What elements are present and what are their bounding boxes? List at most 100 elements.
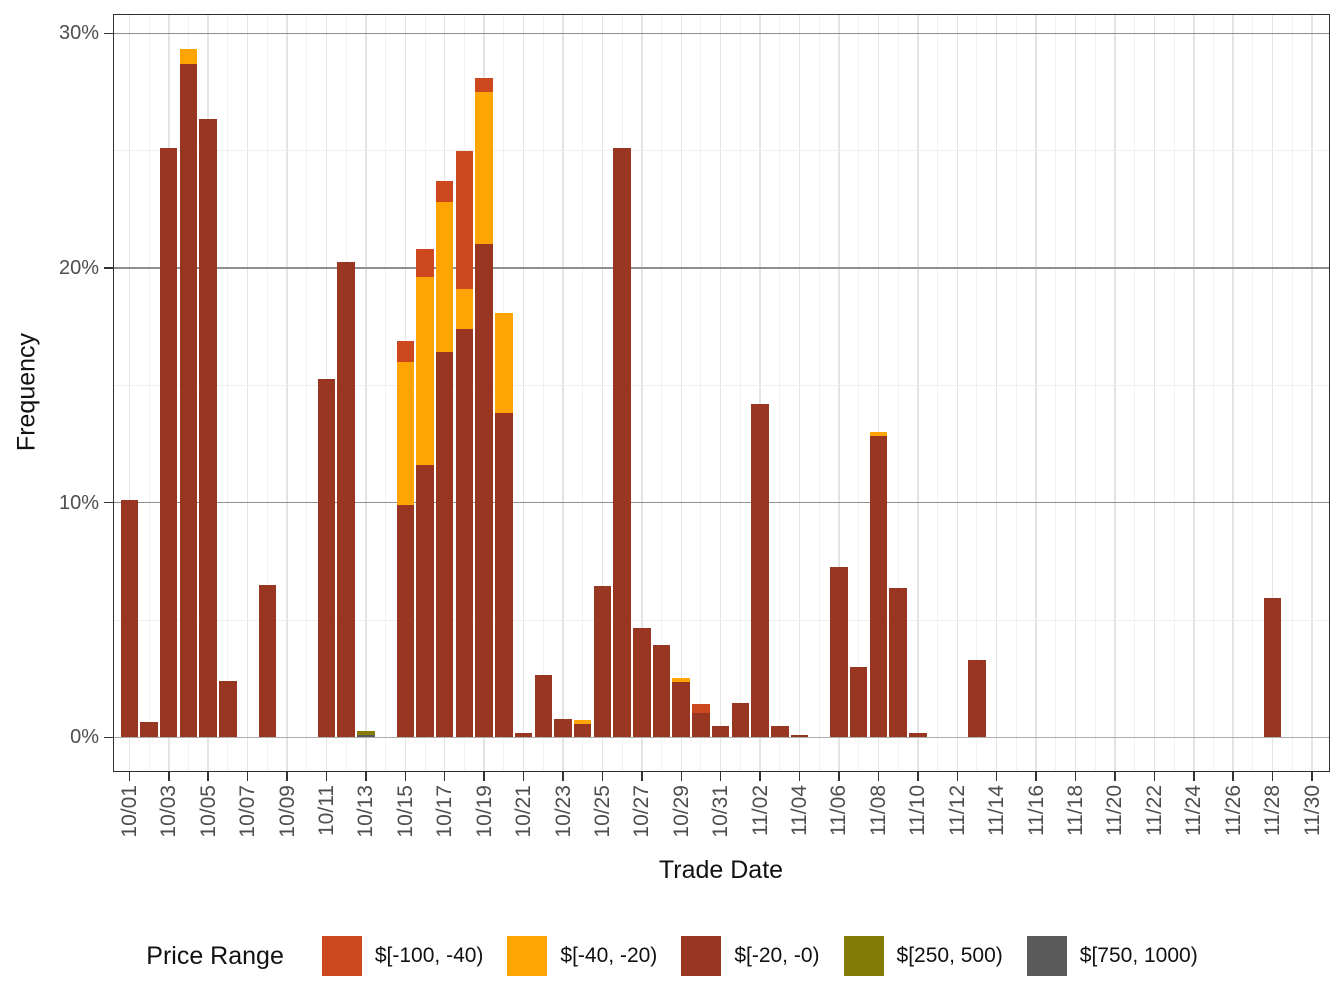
y-tick-label: 30% bbox=[58, 22, 99, 45]
y-axis-title: Frequency bbox=[12, 332, 41, 452]
bar-segment bbox=[396, 340, 415, 362]
x-tick bbox=[404, 772, 406, 781]
x-tick bbox=[1271, 772, 1274, 781]
gridline-v-minor bbox=[542, 14, 544, 772]
bar-segment bbox=[337, 261, 355, 738]
bar-11/08 bbox=[869, 432, 888, 738]
bar-10/31 bbox=[711, 725, 730, 738]
x-tick bbox=[207, 772, 209, 781]
x-tick-label: 10/11 bbox=[314, 785, 338, 836]
bar-11/02 bbox=[751, 404, 769, 738]
legend-item: $[-100, -40) bbox=[321, 936, 483, 976]
bar-segment bbox=[652, 644, 671, 738]
bar-segment bbox=[475, 91, 493, 245]
bar-segment bbox=[455, 328, 474, 738]
x-tick bbox=[365, 772, 367, 781]
bar-10/29 bbox=[672, 678, 690, 738]
bar-segment bbox=[790, 735, 809, 738]
x-tick bbox=[1153, 772, 1156, 781]
bar-segment bbox=[435, 181, 454, 203]
bar-segment bbox=[573, 719, 592, 725]
x-tick bbox=[443, 772, 446, 781]
bar-11/01 bbox=[731, 702, 750, 738]
bar-segment bbox=[968, 659, 986, 738]
bar-segment bbox=[140, 722, 158, 738]
bar-segment bbox=[771, 725, 789, 738]
gridline-v-major bbox=[562, 14, 564, 772]
bar-segment bbox=[357, 734, 375, 738]
bar-10/01 bbox=[120, 500, 139, 738]
bar-segment bbox=[1263, 597, 1282, 738]
x-tick-label: 11/16 bbox=[1024, 785, 1048, 836]
bar-segment bbox=[731, 702, 750, 738]
gridline-v-major bbox=[838, 14, 840, 772]
gridline-v-minor bbox=[1094, 14, 1096, 772]
x-tick bbox=[286, 772, 288, 781]
bar-segment bbox=[475, 244, 493, 738]
x-tick-label: 11/04 bbox=[788, 785, 811, 836]
bar-11/04 bbox=[790, 735, 809, 738]
bar-segment bbox=[909, 733, 927, 738]
gridline-v-minor bbox=[1291, 14, 1293, 772]
gridline-v-major bbox=[1153, 14, 1156, 772]
x-tick-label: 11/06 bbox=[827, 785, 851, 836]
bar-segment bbox=[258, 584, 277, 738]
x-tick-label: 11/10 bbox=[906, 785, 930, 836]
gridline-v-minor bbox=[937, 14, 938, 772]
legend-item: $[-20, -0) bbox=[681, 936, 820, 976]
gridline-v-minor bbox=[148, 14, 150, 772]
x-tick bbox=[759, 772, 761, 781]
x-tick bbox=[522, 772, 525, 781]
legend-item: $[250, 500) bbox=[843, 936, 1003, 976]
gridline-v-minor bbox=[227, 14, 229, 772]
x-tick bbox=[601, 772, 604, 781]
x-tick-label: 10/05 bbox=[196, 785, 220, 838]
x-tick-label: 11/18 bbox=[1064, 785, 1087, 836]
bar-10/27 bbox=[633, 628, 651, 738]
legend-items: $[-100, -40) $[-40, -20) $[-20, -0) $[250, … bbox=[298, 936, 1198, 976]
legend-swatch bbox=[843, 936, 884, 976]
x-tick bbox=[917, 772, 919, 781]
gridline-v-major bbox=[956, 14, 958, 772]
gridline-v-major bbox=[719, 14, 722, 772]
gridline-v-minor bbox=[1173, 14, 1175, 772]
gridline-v-minor bbox=[1213, 14, 1214, 772]
gridline-v-major bbox=[1114, 14, 1116, 772]
bar-segment bbox=[416, 249, 434, 278]
bar-segment bbox=[672, 678, 690, 682]
bar-10/05 bbox=[199, 119, 217, 738]
x-tick bbox=[956, 772, 958, 781]
gridline-v-minor bbox=[582, 14, 584, 772]
bar-segment bbox=[179, 63, 198, 738]
x-tick-label: 11/30 bbox=[1300, 785, 1324, 836]
gridline-v-major bbox=[1193, 14, 1195, 772]
bar-10/18 bbox=[455, 150, 474, 738]
bar-segment bbox=[751, 404, 769, 738]
gridline-v-major bbox=[680, 14, 682, 772]
gridline-v-major bbox=[1232, 14, 1234, 772]
y-tick bbox=[104, 32, 113, 35]
bar-11/28 bbox=[1263, 597, 1282, 738]
gridline-h-minor bbox=[113, 384, 1330, 386]
bar-segment bbox=[495, 312, 513, 414]
x-tick-label: 11/20 bbox=[1103, 785, 1127, 836]
gridline-v-major bbox=[759, 14, 761, 772]
bar-segment bbox=[199, 119, 217, 738]
bar-11/07 bbox=[849, 666, 868, 738]
x-tick-label: 10/15 bbox=[393, 785, 417, 838]
x-tick bbox=[1232, 772, 1234, 781]
bar-10/24 bbox=[573, 719, 592, 738]
gridline-v-major bbox=[995, 14, 998, 772]
x-tick bbox=[128, 772, 131, 781]
y-tick bbox=[104, 736, 113, 738]
bar-10/19 bbox=[475, 77, 493, 738]
bar-segment bbox=[357, 731, 375, 735]
legend-swatch bbox=[1026, 936, 1067, 976]
x-tick bbox=[1311, 772, 1313, 781]
x-tick-label: 11/24 bbox=[1182, 785, 1206, 836]
gridline-v-minor bbox=[661, 14, 662, 772]
legend-item: $[750, 1000) bbox=[1026, 936, 1198, 976]
legend-item-label: $[-40, -20) bbox=[560, 944, 658, 967]
bar-segment bbox=[672, 681, 690, 738]
y-tick-label: 0% bbox=[70, 726, 99, 749]
